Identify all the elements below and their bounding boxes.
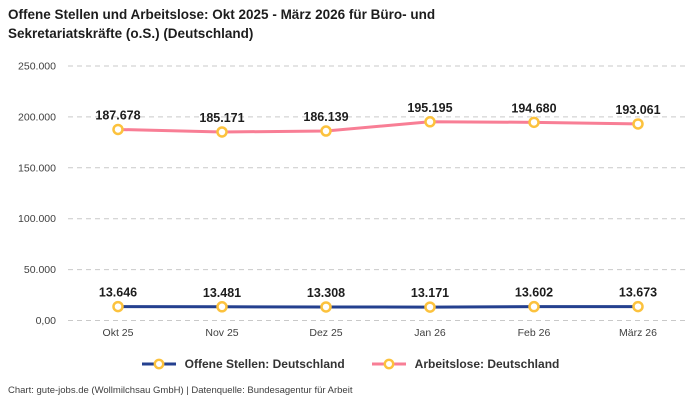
data-point-label: 13.602 — [515, 286, 553, 300]
chart-legend: Offene Stellen: Deutschland Arbeitslose:… — [0, 357, 700, 371]
legend-label-arbeitslose: Arbeitslose: Deutschland — [414, 357, 560, 371]
legend-line-marker-icon — [371, 358, 406, 370]
x-axis-tick-label: Feb 26 — [518, 327, 551, 339]
legend-item-arbeitslose: Arbeitslose: Deutschland — [371, 357, 560, 371]
data-point-label: 185.171 — [199, 111, 244, 125]
data-point-label: 193.061 — [615, 103, 660, 117]
attribution-footer: Chart: gute-jobs.de (Wollmilchsau GmbH) … — [8, 385, 353, 396]
x-axis-tick-label: Jan 26 — [414, 327, 446, 339]
series-line — [116, 305, 640, 309]
legend-item-offene-stellen: Offene Stellen: Deutschland — [141, 357, 345, 371]
x-axis-tick-label: Dez 25 — [309, 327, 342, 339]
legend-line-marker-icon — [141, 358, 176, 370]
y-axis-tick-label: 100.000 — [18, 213, 56, 225]
y-axis-tick-label: 250.000 — [18, 61, 56, 73]
data-point-marker — [112, 300, 124, 313]
data-point-marker — [112, 123, 124, 136]
data-point-label: 13.308 — [307, 286, 345, 300]
data-point-label: 195.195 — [407, 101, 452, 115]
data-point-marker — [632, 300, 644, 313]
data-point-label: 13.481 — [203, 286, 241, 300]
data-point-label: 13.646 — [99, 286, 137, 300]
data-point-label: 13.171 — [411, 286, 449, 300]
series-line — [116, 120, 640, 134]
legend-label-offene-stellen: Offene Stellen: Deutschland — [184, 357, 345, 371]
y-axis-tick-label: 150.000 — [18, 162, 56, 174]
data-point-label: 186.139 — [303, 110, 348, 124]
data-point-marker — [216, 301, 228, 313]
data-point-marker — [632, 118, 644, 130]
data-point-marker — [424, 116, 436, 128]
data-point-marker — [528, 116, 540, 129]
y-axis-tick-label: 50.000 — [24, 264, 56, 276]
x-axis-tick-label: Okt 25 — [103, 327, 134, 339]
data-point-marker — [528, 300, 540, 313]
y-axis-tick-label: 0,00 — [36, 315, 57, 327]
x-axis-tick-label: Nov 25 — [205, 327, 238, 339]
data-point-marker — [320, 301, 332, 313]
data-point-marker — [320, 125, 332, 137]
data-point-label: 194.680 — [511, 101, 556, 115]
y-axis-tick-label: 200.000 — [18, 111, 56, 123]
data-point-label: 187.678 — [95, 108, 140, 122]
data-point-marker — [216, 126, 228, 138]
chart-title: Offene Stellen und Arbeitslose: Okt 2025… — [8, 7, 436, 42]
x-axis-tick-label: März 26 — [619, 327, 657, 339]
data-point-marker — [424, 301, 436, 313]
data-point-label: 13.673 — [619, 286, 657, 300]
